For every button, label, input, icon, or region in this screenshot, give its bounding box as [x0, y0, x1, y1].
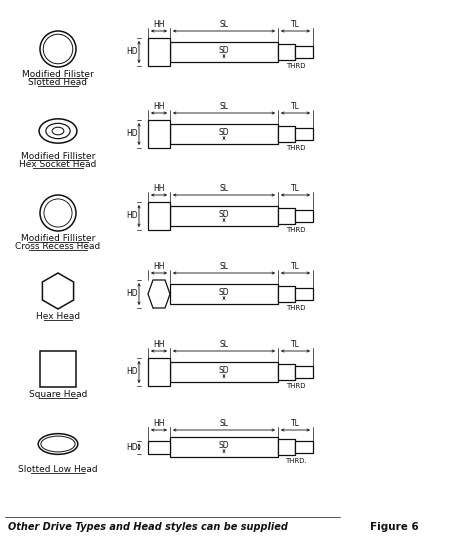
Text: HH: HH: [153, 340, 165, 349]
Circle shape: [40, 31, 76, 67]
Text: THRD: THRD: [286, 305, 305, 311]
Bar: [148, 120, 170, 148]
Bar: [148, 440, 170, 453]
Circle shape: [40, 195, 76, 231]
Text: SL: SL: [219, 184, 228, 193]
Text: HH: HH: [153, 20, 165, 29]
Text: SD: SD: [219, 128, 229, 137]
Ellipse shape: [52, 127, 64, 135]
Bar: [295, 441, 313, 453]
Text: THRD: THRD: [286, 383, 305, 389]
Text: Cross Recess Head: Cross Recess Head: [15, 242, 100, 251]
Text: SD: SD: [219, 46, 229, 55]
Bar: [170, 284, 278, 304]
Text: SD: SD: [219, 366, 229, 375]
Text: TL: TL: [291, 102, 300, 111]
Text: HD: HD: [127, 130, 138, 138]
Text: TL: TL: [291, 20, 300, 29]
Text: HH: HH: [153, 102, 165, 111]
Bar: [295, 366, 313, 378]
Bar: [170, 124, 278, 144]
Text: HH: HH: [153, 419, 165, 428]
Bar: [278, 208, 295, 224]
Bar: [170, 42, 278, 62]
Text: Slotted Head: Slotted Head: [28, 78, 88, 87]
Bar: [170, 362, 278, 382]
Text: HH: HH: [153, 262, 165, 271]
Text: SD: SD: [219, 441, 229, 450]
Bar: [295, 288, 313, 300]
Text: Hex Socket Head: Hex Socket Head: [19, 160, 97, 169]
Bar: [170, 437, 278, 457]
Text: Hex Head: Hex Head: [36, 312, 80, 321]
Text: HD: HD: [127, 212, 138, 220]
Bar: [295, 128, 313, 140]
Text: HD: HD: [127, 443, 138, 451]
Ellipse shape: [46, 124, 70, 138]
Text: SL: SL: [219, 20, 228, 29]
Text: THRD: THRD: [286, 63, 305, 69]
Text: SL: SL: [219, 419, 228, 428]
Text: TL: TL: [291, 340, 300, 349]
Text: TL: TL: [291, 419, 300, 428]
Text: Modified Fillister: Modified Fillister: [21, 234, 95, 243]
Bar: [278, 126, 295, 142]
Text: TL: TL: [291, 184, 300, 193]
Text: THRD: THRD: [286, 227, 305, 233]
Bar: [278, 364, 295, 380]
Ellipse shape: [38, 434, 78, 455]
Bar: [278, 44, 295, 60]
Text: HD: HD: [127, 48, 138, 56]
Text: Modified Fillister: Modified Fillister: [21, 152, 95, 161]
Text: Square Head: Square Head: [29, 390, 87, 399]
Text: HD: HD: [127, 368, 138, 376]
Text: Figure 6: Figure 6: [370, 522, 419, 532]
Text: Slotted Low Head: Slotted Low Head: [18, 465, 98, 474]
Polygon shape: [148, 280, 170, 308]
Text: SL: SL: [219, 102, 228, 111]
Text: SD: SD: [219, 210, 229, 219]
Bar: [295, 46, 313, 58]
Text: SL: SL: [219, 262, 228, 271]
Text: Other Drive Types and Head styles can be supplied: Other Drive Types and Head styles can be…: [8, 522, 288, 532]
Text: Modified Filister: Modified Filister: [22, 70, 94, 79]
Bar: [170, 206, 278, 226]
Bar: [148, 202, 170, 230]
Text: THRD: THRD: [286, 145, 305, 151]
Bar: [295, 210, 313, 222]
Text: THRD.: THRD.: [284, 458, 306, 464]
Bar: [40, 351, 76, 387]
Text: SL: SL: [219, 340, 228, 349]
Bar: [278, 286, 295, 302]
Text: HH: HH: [153, 184, 165, 193]
Polygon shape: [42, 273, 73, 309]
Text: SD: SD: [219, 288, 229, 297]
Bar: [148, 358, 170, 386]
Text: TL: TL: [291, 262, 300, 271]
Bar: [148, 38, 170, 66]
Bar: [278, 439, 295, 455]
Text: HD: HD: [127, 289, 138, 299]
Ellipse shape: [39, 119, 77, 143]
